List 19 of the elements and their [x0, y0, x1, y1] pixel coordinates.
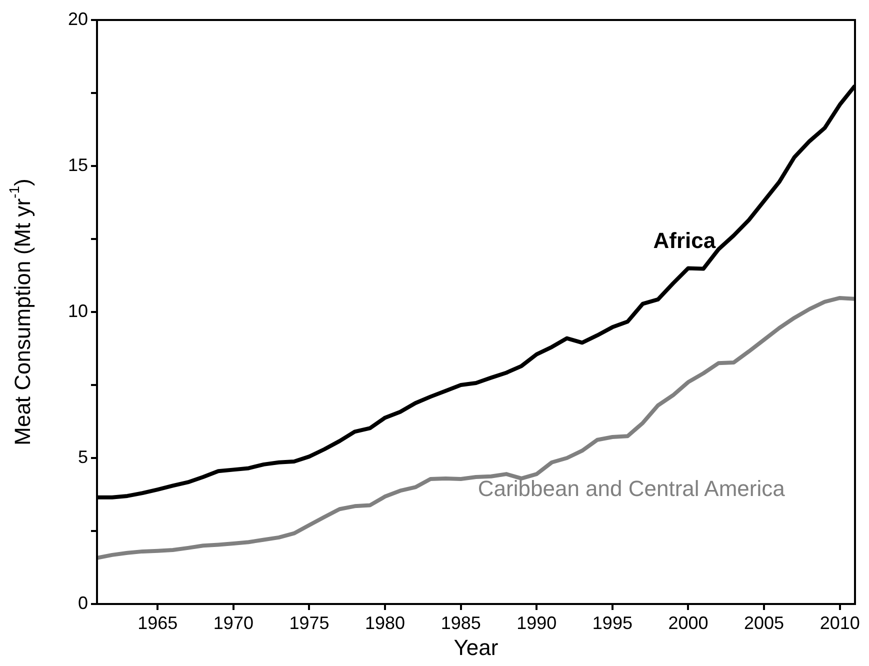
x-tick-label: 2000	[668, 612, 708, 633]
y-tick-label: 20	[68, 8, 88, 29]
x-tick-label: 1985	[440, 612, 481, 633]
x-tick-label: 1965	[138, 612, 178, 633]
y-axis-title: Meat Consumption (Mt yr-1)	[6, 178, 36, 446]
x-tick-label: 2005	[744, 612, 784, 633]
y-tick-label: 15	[68, 154, 88, 175]
x-tick-label: 1975	[289, 612, 330, 633]
x-tick-label: 1970	[213, 612, 254, 633]
x-tick-label: 1990	[516, 612, 557, 633]
series-label: Caribbean and Central America	[478, 476, 786, 502]
x-tick-label: 1980	[365, 612, 406, 633]
series-label: Africa	[653, 228, 716, 253]
x-tick-label: 1995	[592, 612, 632, 633]
y-tick-label: 5	[78, 446, 88, 467]
y-tick-label: 10	[68, 300, 88, 321]
x-tick-label: 2010	[820, 612, 860, 633]
x-axis-title: Year	[454, 634, 498, 660]
y-tick-label: 0	[78, 592, 88, 613]
